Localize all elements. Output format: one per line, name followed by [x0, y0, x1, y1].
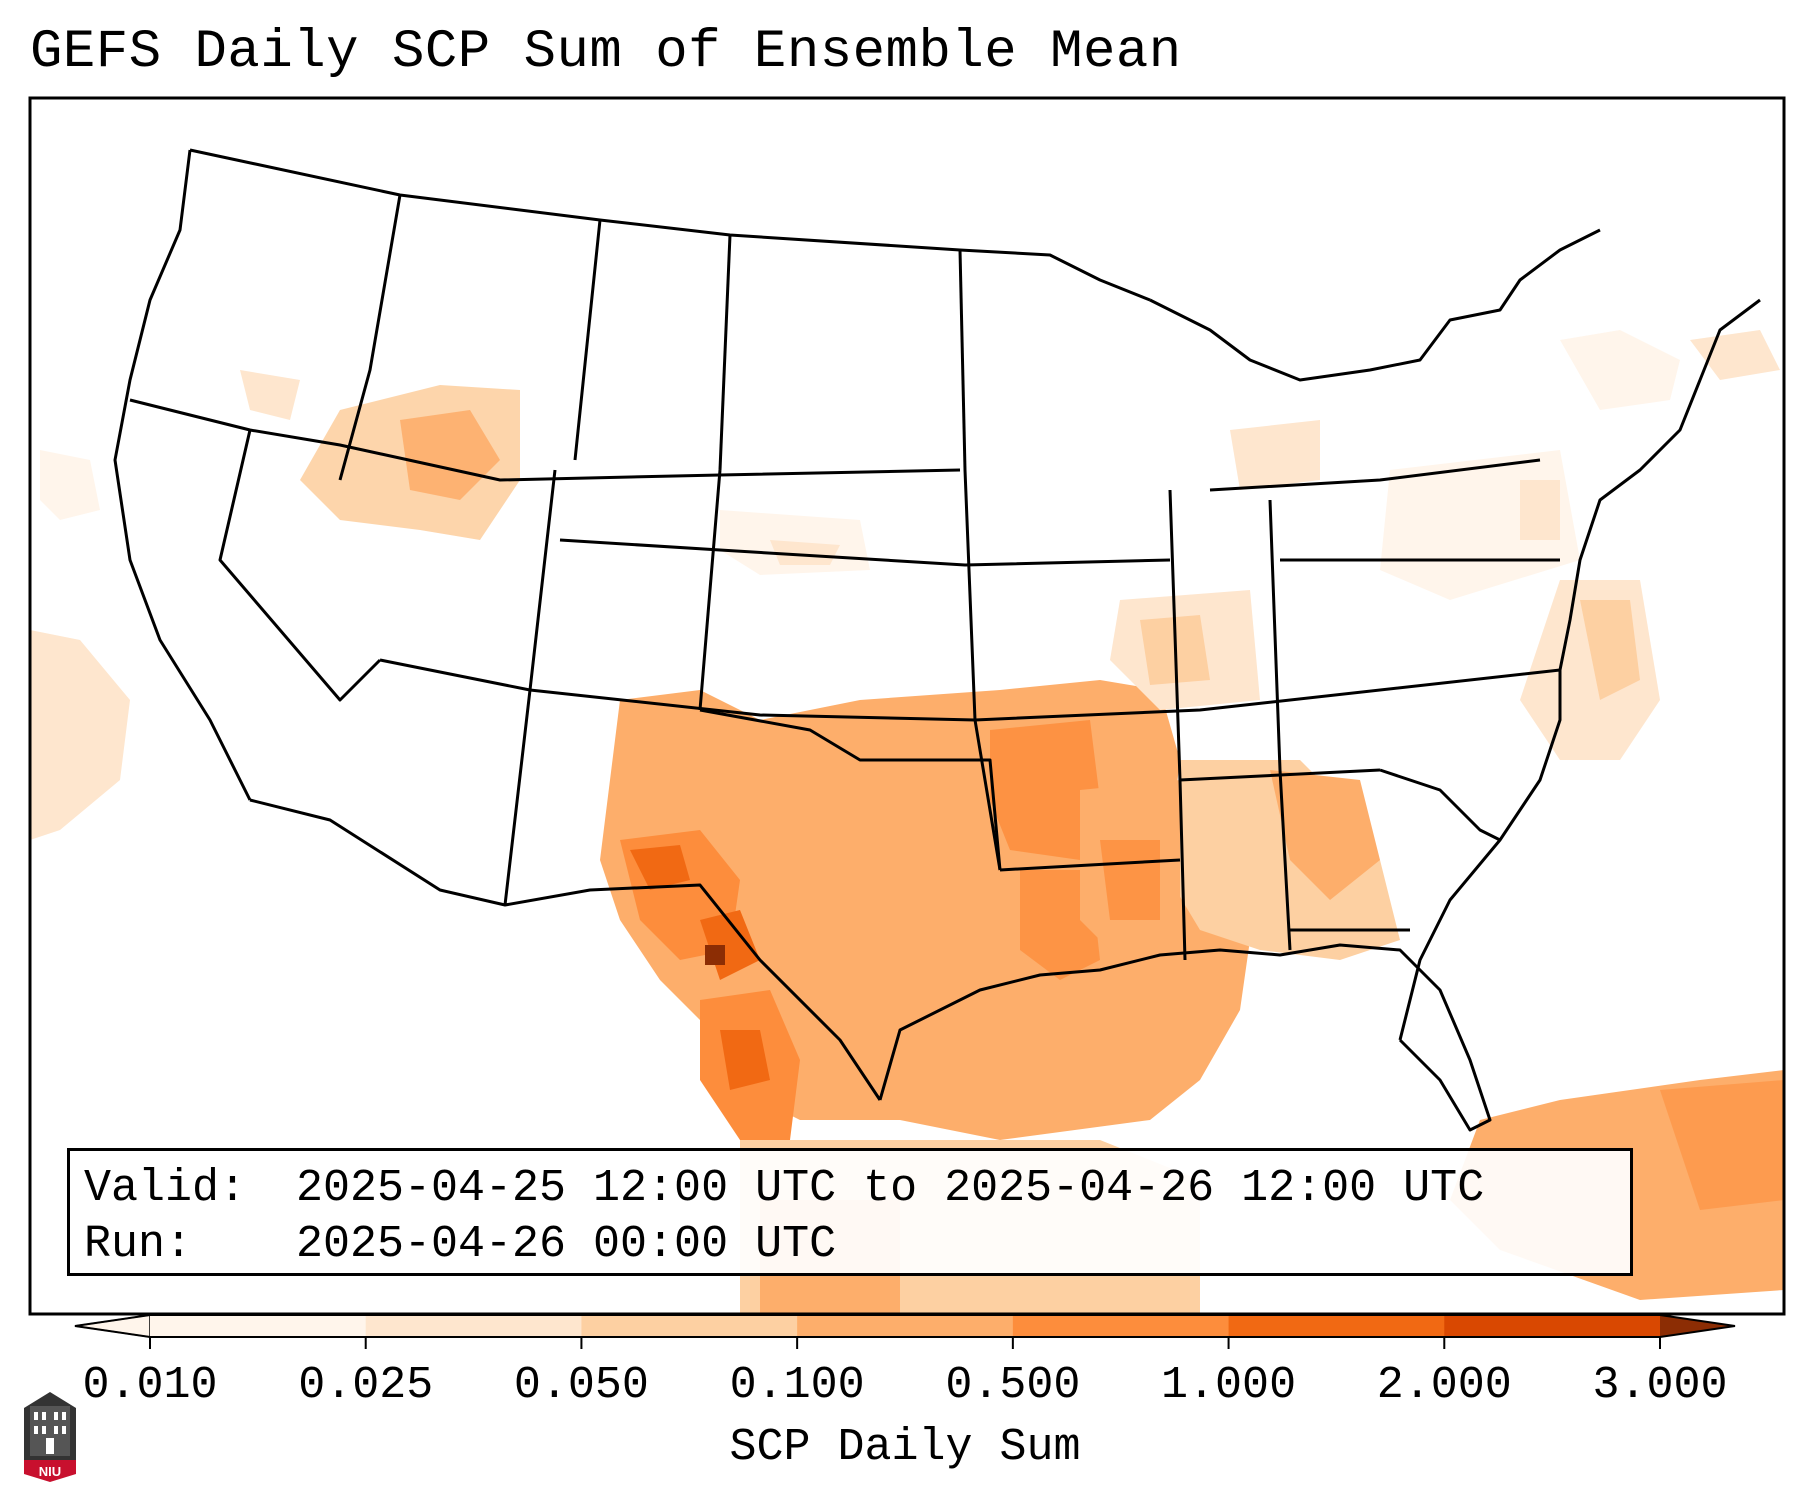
- logo-text: NIU: [39, 1464, 61, 1479]
- run-value: 2025-04-26 00:00 UTC: [296, 1219, 837, 1270]
- state-boundaries: [113, 148, 1761, 1132]
- niu-logo: NIU: [24, 1392, 76, 1482]
- valid-line: Valid: 2025-04-25 12:00 UTC to 2025-04-26…: [84, 1161, 1616, 1217]
- colorbar-tick-label: 0.010: [82, 1360, 218, 1411]
- colorbar-tick-label: 0.100: [729, 1360, 865, 1411]
- colorbar-tick-label: 2.000: [1376, 1360, 1512, 1411]
- colorbar-tick-label: 0.050: [513, 1360, 649, 1411]
- valid-label: Valid:: [84, 1163, 247, 1214]
- chart-title: GEFS Daily SCP Sum of Ensemble Mean: [30, 22, 1182, 83]
- run-line: Run: 2025-04-26 00:00 UTC: [84, 1217, 1616, 1273]
- colorbar-tick-label: 1.000: [1161, 1360, 1297, 1411]
- colorbar-tick-label: 0.500: [945, 1360, 1081, 1411]
- valid-run-info-box: Valid: 2025-04-25 12:00 UTC to 2025-04-26…: [67, 1148, 1633, 1276]
- colorbar-label: SCP Daily Sum: [729, 1422, 1081, 1473]
- colorbar-tick-label: 3.000: [1592, 1360, 1728, 1411]
- valid-value: 2025-04-25 12:00 UTC to 2025-04-26 12:00…: [296, 1163, 1485, 1214]
- run-label: Run:: [84, 1219, 193, 1270]
- colorbar-tick-label: 0.025: [298, 1360, 434, 1411]
